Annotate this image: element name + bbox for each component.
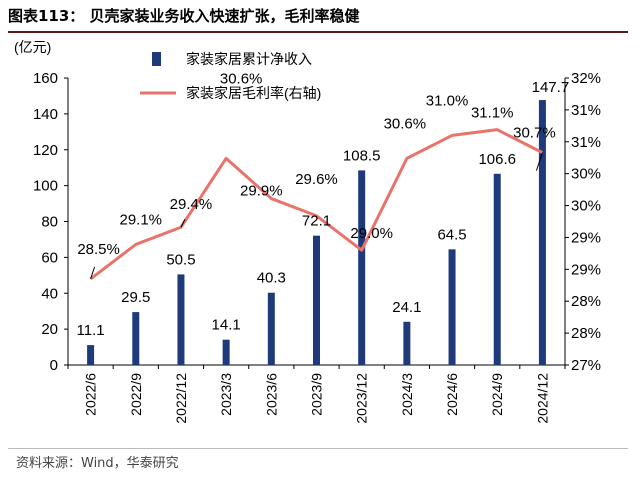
bar-2023/9: [313, 235, 320, 365]
margin-value-label: 31.1%: [471, 105, 514, 122]
bar-value-label: 72.1: [302, 213, 331, 230]
left-tick-label: 140: [33, 106, 58, 123]
margin-value-label: 29.9%: [240, 183, 283, 200]
margin-value-label: 29.6%: [295, 171, 338, 188]
margin-value-label: 29.1%: [119, 211, 162, 228]
bar-2024/6: [448, 249, 456, 365]
right-tick-label: 32%: [571, 70, 601, 87]
left-tick-label: 80: [41, 214, 58, 231]
bar-2023/6: [267, 292, 275, 365]
margin-value-label: 31.0%: [426, 92, 469, 109]
bar-value-label: 64.5: [437, 226, 466, 243]
right-tick-label: 30%: [571, 198, 601, 215]
figure-source: 资料来源：Wind，华泰研究: [16, 456, 179, 471]
right-tick-label: 29%: [571, 261, 601, 278]
bar-2022/6: [87, 345, 95, 365]
bar-2024/9: [493, 173, 501, 365]
bar-value-label: 14.1: [212, 317, 241, 334]
x-tick-label: 2023/6: [263, 373, 279, 416]
x-tick-label: 2023/9: [309, 373, 325, 416]
bar-value-label: 50.5: [166, 251, 195, 268]
right-tick-label: 27%: [571, 357, 601, 374]
bar-value-label: 147.7: [532, 79, 570, 96]
x-tick-label: 2024/3: [399, 373, 415, 416]
x-tick-label: 2022/9: [128, 373, 144, 416]
right-tick-label: 28%: [571, 293, 601, 310]
y-axis-unit: (亿元): [14, 39, 51, 55]
legend-bar-label: 家装家居累计净收入: [186, 51, 312, 67]
x-tick-label: 2023/12: [354, 373, 370, 424]
line-series: [89, 128, 544, 281]
x-tick-label: 2024/12: [534, 373, 550, 424]
data-labels: 11.1 29.5 50.5 14.1 40.3 72.1 108.5 24.1 64.5 106…: [77, 70, 570, 339]
margin-value-label: 28.5%: [77, 241, 120, 258]
bar-2022/12: [177, 274, 185, 365]
right-tick-label: 28%: [571, 325, 601, 342]
left-tick-label: 60: [41, 249, 58, 266]
left-tick-label: 40: [41, 285, 58, 302]
right-tick-label: 30%: [571, 166, 601, 183]
bar-value-label: 29.5: [121, 289, 150, 306]
left-tick-label: 100: [33, 178, 58, 195]
bar-2022/9: [132, 312, 140, 365]
legend-line-label: 家装家居毛利率(右轴): [186, 85, 321, 101]
bar-2024/3: [403, 321, 411, 365]
margin-value-label: 30.6%: [384, 115, 427, 132]
left-tick-label: 0: [50, 357, 58, 374]
x-tick-label: 2022/12: [173, 373, 189, 424]
margin-value-label: 30.6%: [220, 70, 263, 87]
right-tick-label: 31%: [571, 102, 601, 119]
left-tick-label: 120: [33, 142, 58, 159]
left-tick-label: 20: [41, 321, 58, 338]
bar-value-label: 106.6: [478, 151, 516, 168]
bar-value-label: 24.1: [392, 299, 421, 316]
bar-series: [87, 100, 546, 366]
label-leader-line: [90, 266, 96, 280]
label-leader-line: [535, 152, 543, 171]
margin-value-label: 29.4%: [170, 196, 213, 213]
margin-value-label: 30.7%: [513, 125, 556, 142]
margin-value-label: 29.0%: [350, 225, 393, 242]
title-divider: [8, 31, 628, 33]
bar-2024/12: [538, 100, 546, 366]
bar-value-label: 40.3: [257, 270, 286, 287]
x-tick-label: 2024/6: [444, 373, 460, 416]
right-tick-label: 31%: [571, 134, 601, 151]
chart-axes: 0 20 40 60 80 100 120 140 160 (亿元) 27% 28% 28% 29% 29%…: [14, 39, 601, 424]
source-divider: [8, 448, 628, 449]
legend-bar-swatch: [152, 52, 161, 66]
x-tick-label: 2024/9: [489, 373, 505, 416]
bar-2023/12: [358, 170, 366, 365]
left-tick-label: 160: [33, 70, 58, 87]
bar-value-label: 11.1: [77, 322, 105, 339]
x-tick-label: 2023/3: [218, 373, 234, 416]
bar-value-label: 108.5: [343, 147, 381, 164]
x-tick-label: 2022/6: [83, 373, 99, 416]
label-leader-line: [180, 219, 186, 228]
bar-2023/3: [222, 339, 230, 365]
right-tick-label: 29%: [571, 229, 601, 246]
figure-title: 图表113： 贝壳家装业务收入快速扩张，毛利率稳健: [8, 7, 360, 25]
margin-line: [89, 128, 544, 281]
